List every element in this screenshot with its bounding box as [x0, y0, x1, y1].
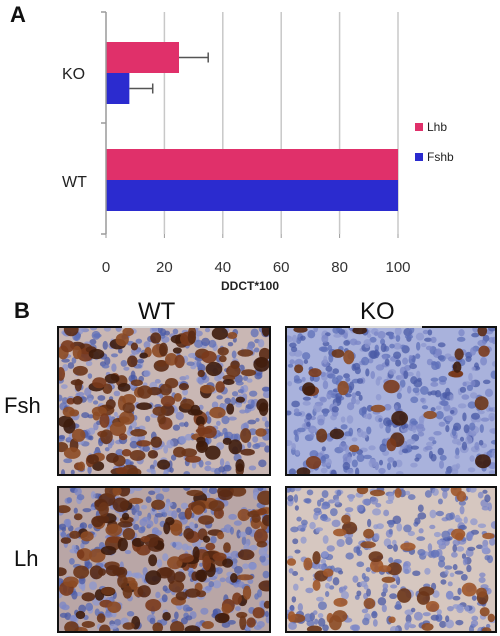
- column-label-ko: KO: [360, 298, 395, 325]
- micrograph-wt-fsh: [57, 326, 271, 476]
- micrograph-texture: [59, 328, 269, 474]
- micrograph-texture: [287, 488, 495, 631]
- x-tick-label: 100: [385, 259, 410, 276]
- x-tick-label: 80: [331, 259, 348, 276]
- micrograph-ko-lh: [285, 486, 497, 633]
- micrograph-wt-lh: [57, 486, 271, 633]
- micrograph-texture: [59, 488, 269, 631]
- legend-label-fshb: Fshb: [427, 150, 454, 164]
- micrograph-ko-fsh: [285, 326, 497, 476]
- panel-b-letter: B: [14, 298, 30, 323]
- chart-legend: Lhb Fshb: [415, 120, 454, 164]
- legend-label-lhb: Lhb: [427, 120, 447, 134]
- row-label-lh: Lh: [14, 546, 39, 571]
- bar-fshb-ko: [106, 73, 130, 104]
- legend-swatch-fshb: [415, 153, 423, 161]
- y-category-label: WT: [62, 174, 87, 191]
- chart-error-bars: [129, 52, 209, 94]
- x-tick-label: 20: [156, 259, 173, 276]
- scale-bar-wt: [122, 326, 200, 328]
- x-tick-label: 40: [214, 259, 231, 276]
- bar-chart: 0 20 40 60 80 100 DDCT*100 KO WT Lhb Fshb: [62, 11, 454, 293]
- y-category-label: KO: [62, 66, 85, 83]
- bar-fshb-wt: [106, 180, 398, 211]
- legend-swatch-lhb: [415, 123, 423, 131]
- column-label-wt: WT: [138, 298, 176, 325]
- micrograph-texture: [287, 328, 495, 474]
- scale-bar-ko: [350, 326, 422, 328]
- chart-labels: 0 20 40 60 80 100 DDCT*100 KO WT: [62, 66, 411, 293]
- row-label-fsh: Fsh: [4, 393, 41, 418]
- chart-axes: [101, 11, 399, 238]
- bar-lhb-wt: [106, 149, 398, 180]
- x-tick-label: 60: [273, 259, 290, 276]
- bar-lhb-ko: [106, 42, 179, 73]
- chart-bars: [106, 42, 398, 211]
- x-tick-label: 0: [102, 259, 110, 276]
- x-axis-label: DDCT*100: [221, 279, 279, 293]
- panel-a-letter: A: [10, 2, 26, 27]
